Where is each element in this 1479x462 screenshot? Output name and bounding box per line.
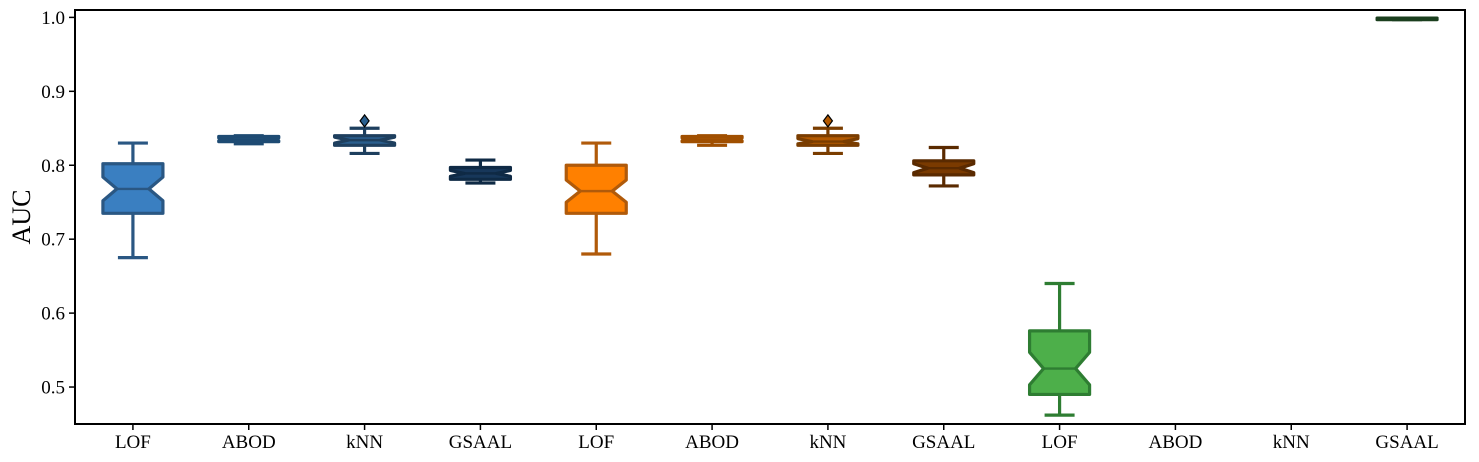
y-tick-label: 0.7 <box>41 230 65 251</box>
plot-area <box>101 16 1439 417</box>
x-tick-label-abod: ABOD <box>1148 432 1202 453</box>
box-4-gsaal <box>448 158 513 185</box>
x-tick-label-abod: ABOD <box>685 432 739 453</box>
x-tick-label-knn: kNN <box>346 432 383 453</box>
box-body <box>564 163 628 215</box>
x-tick-label-knn: kNN <box>1273 432 1310 453</box>
box-2-abod <box>217 134 281 146</box>
box-3-knn <box>332 113 397 156</box>
x-tick-label-lof: LOF <box>115 432 151 453</box>
x-tick-label-gsaal: GSAAL <box>912 432 975 453</box>
box-8-gsaal <box>912 145 976 188</box>
x-tick-label-abod: ABOD <box>222 432 276 453</box>
box-5-lof <box>564 141 628 256</box>
x-tick-label-lof: LOF <box>578 432 614 453</box>
outlier-point <box>822 113 834 128</box>
box-12-gsaal <box>1375 16 1439 22</box>
y-axis-label: AUC <box>7 190 36 245</box>
box-9-lof <box>1027 281 1092 417</box>
y-tick-label: 1.0 <box>41 8 65 29</box>
box-7-knn <box>796 113 860 156</box>
y-tick-label: 0.6 <box>41 304 65 325</box>
x-tick-label-knn: kNN <box>809 432 846 453</box>
outlier-point <box>359 113 370 128</box>
y-tick-label: 0.8 <box>41 156 65 177</box>
x-tick-label-gsaal: GSAAL <box>449 432 512 453</box>
axes: 0.5 0.6 0.7 0.8 0.9 1.0 LOF ABOD kNN GSAAL LOF ABOD… <box>7 8 1466 453</box>
y-tick-label: 0.5 <box>41 378 65 399</box>
x-tick-label-lof: LOF <box>1042 432 1078 453</box>
box-1-lof <box>101 141 165 260</box>
y-tick-label: 0.9 <box>41 82 65 103</box>
x-tick-label-gsaal: GSAAL <box>1375 432 1438 453</box>
box-6-abod <box>680 134 744 147</box>
plot-frame <box>74 9 1466 425</box>
box-body <box>1027 329 1092 397</box>
